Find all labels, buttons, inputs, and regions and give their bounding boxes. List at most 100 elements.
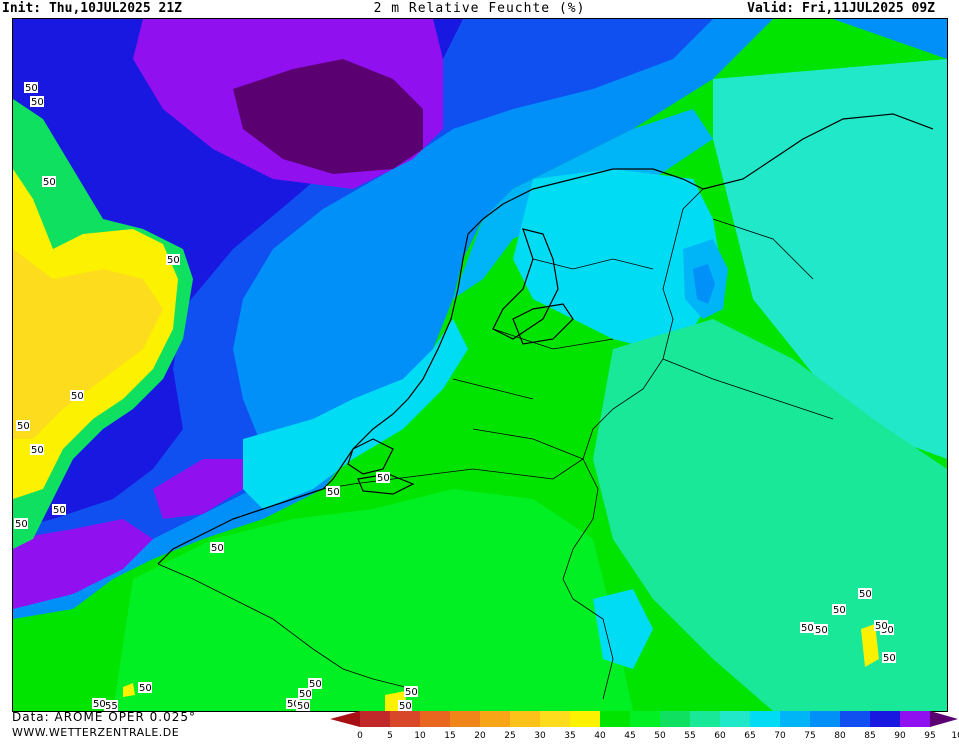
be-nl-border — [322, 458, 584, 490]
de-coast — [702, 113, 934, 190]
svg-text:50: 50 — [17, 421, 30, 432]
svg-text:50: 50 — [297, 701, 310, 711]
legend-tick-label: 5 — [387, 731, 393, 741]
nl-west-coast — [322, 258, 464, 490]
svg-text:50: 50 — [399, 701, 412, 711]
legend-tick-label: 65 — [744, 731, 755, 741]
legend-tick-label: 30 — [534, 731, 546, 741]
legend-tick-label: 95 — [924, 731, 935, 741]
legend-swatch — [390, 711, 421, 727]
legend-swatch — [840, 711, 871, 727]
svg-text:50: 50 — [299, 689, 312, 700]
svg-text:50: 50 — [815, 625, 828, 636]
de-cyan-band — [713, 59, 947, 459]
contour-label: 50 — [138, 682, 152, 694]
valid-time: Valid: Fri,11JUL2025 09Z — [747, 1, 935, 16]
svg-text:50: 50 — [883, 653, 896, 664]
borders — [157, 188, 834, 700]
legend-swatch — [720, 711, 751, 727]
contour-label: 50 — [30, 444, 44, 456]
legend-swatch — [630, 711, 661, 727]
svg-text:50: 50 — [377, 473, 390, 484]
legend-swatch — [810, 711, 841, 727]
nl-provinces — [452, 258, 654, 460]
be-fr-border — [157, 563, 414, 690]
svg-text:50: 50 — [801, 623, 814, 634]
data-source: Data: AROME OPER 0.025° — [12, 710, 197, 724]
legend-swatch — [420, 711, 451, 727]
contour-label: 50 — [286, 698, 300, 710]
contour-label: 50 — [882, 652, 896, 664]
legend-tick-label: 15 — [444, 731, 455, 741]
legend-tick-label: 60 — [714, 731, 726, 741]
contour-label: 50 — [814, 624, 828, 636]
ijsselmeer — [492, 228, 559, 340]
legend-arrow-left — [330, 711, 360, 727]
svg-text:50: 50 — [31, 97, 44, 108]
legend-tick-label: 85 — [864, 731, 875, 741]
legend-tick-label: 0 — [357, 731, 363, 741]
violet-zone-south — [13, 519, 153, 609]
legend-swatch — [450, 711, 481, 727]
yellow-patch-east — [861, 624, 879, 667]
legend-tick-label: 45 — [624, 731, 635, 741]
england-yellow2 — [13, 249, 163, 439]
legend-tick-label: 50 — [654, 731, 666, 741]
svg-text:50: 50 — [167, 255, 180, 266]
contour-label: 50 — [398, 700, 412, 711]
contour-label: 50 — [296, 700, 310, 711]
svg-text:50: 50 — [31, 445, 44, 456]
svg-text:50: 50 — [309, 679, 322, 690]
svg-text:50: 50 — [287, 699, 300, 710]
de-light-zone — [593, 319, 947, 711]
svg-text:50: 50 — [211, 543, 224, 554]
legend-tick-label: 40 — [594, 731, 606, 741]
legend-swatch — [570, 711, 601, 727]
svg-text:55: 55 — [105, 701, 118, 711]
contour-label: 50 — [858, 588, 872, 600]
yellow-patch-sw — [123, 683, 135, 697]
svg-text:50: 50 — [327, 487, 340, 498]
contour-label: 50 — [30, 96, 44, 108]
svg-text:50: 50 — [859, 589, 872, 600]
legend-swatch — [360, 711, 391, 727]
svg-text:50: 50 — [875, 621, 888, 632]
color-legend: 0 5 10 15 20 25 30 35 40 45 50 55 60 65 70 75 80 85 90 95 10… — [330, 708, 959, 741]
contour-label: 50 — [52, 504, 66, 516]
svg-text:50: 50 — [833, 605, 846, 616]
legend-arrow-right — [930, 711, 958, 727]
legend-tick-label: 80 — [834, 731, 846, 741]
flevoland — [512, 303, 574, 345]
coastlines — [157, 113, 934, 565]
legend-swatch — [660, 711, 691, 727]
legend-swatch — [780, 711, 811, 727]
coast-cyan — [243, 319, 468, 509]
svg-text:50: 50 — [15, 519, 28, 530]
contour-label: 50 — [16, 420, 30, 432]
legend-swatch — [600, 711, 631, 727]
contour-label: 50 — [404, 686, 418, 698]
contour-label: 50 — [14, 518, 28, 530]
contour-label: 50 — [376, 472, 390, 484]
init-time: Init: Thu,10JUL2025 21Z — [2, 1, 183, 16]
legend-tick-label: 70 — [774, 731, 786, 741]
contour-label: 55 — [104, 700, 118, 711]
nl-de-border — [562, 188, 704, 600]
be-green — [113, 489, 633, 711]
legend-tick-label: 20 — [474, 731, 486, 741]
legend-swatch — [750, 711, 781, 727]
legend-swatch — [510, 711, 541, 727]
deep-purple-zone — [233, 59, 423, 174]
contour-label: 50 — [210, 542, 224, 554]
nl-blue-dark — [693, 264, 715, 304]
svg-text:50: 50 — [139, 683, 152, 694]
contour-label: 50 — [832, 604, 846, 616]
contour-label: 50 — [298, 688, 312, 700]
svg-text:50: 50 — [53, 505, 66, 516]
svg-text:50: 50 — [71, 391, 84, 402]
contour-label: 50 — [874, 620, 888, 632]
legend-tick-label: 90 — [894, 731, 906, 741]
svg-text:50: 50 — [93, 699, 106, 710]
legend-tick-label: 25 — [504, 731, 515, 741]
